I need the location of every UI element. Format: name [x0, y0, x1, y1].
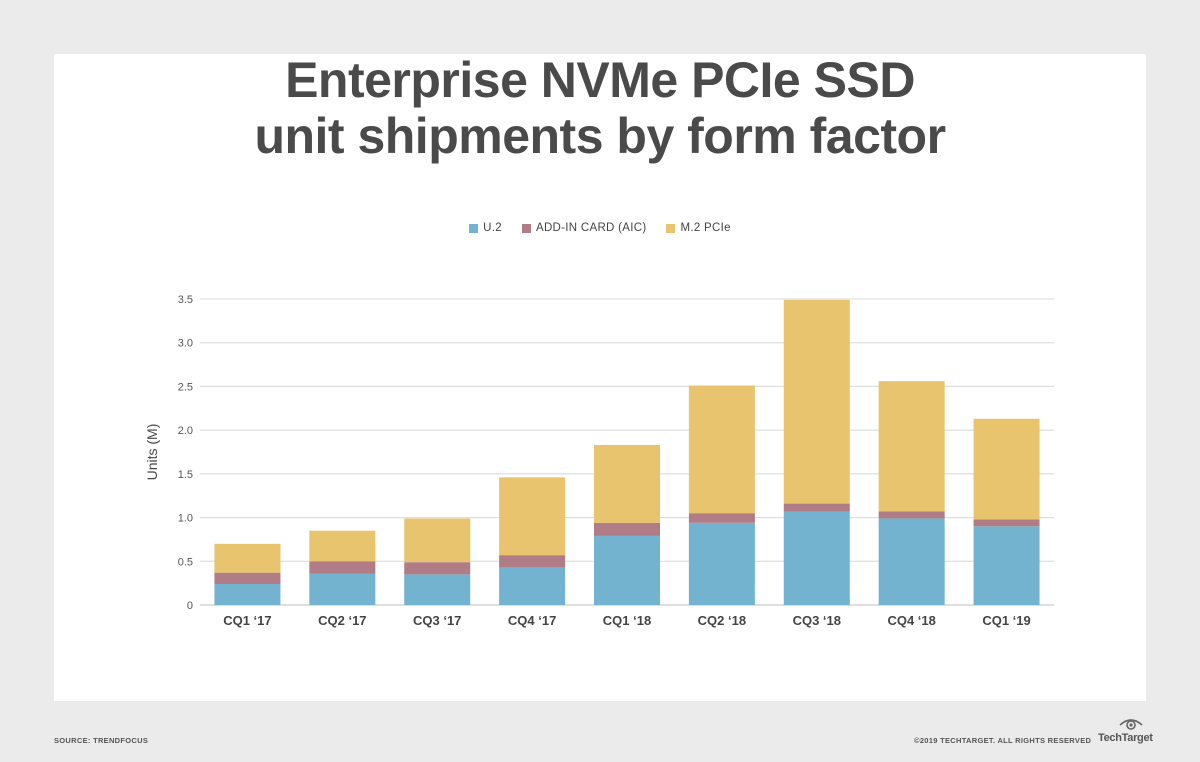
x-tick-label: CQ3 ‘17 — [413, 613, 461, 628]
y-tick-label: 1.0 — [178, 513, 193, 525]
legend-label-aic: ADD-IN CARD (AIC) — [535, 222, 647, 234]
bar-segment-m2 — [878, 381, 945, 512]
bar-segment-aic — [688, 513, 755, 523]
x-tick-label: CQ1 ‘19 — [982, 613, 1030, 628]
x-tick-label: CQ2 ‘17 — [318, 613, 366, 628]
bar-segment-m2 — [688, 385, 755, 514]
bar-segment-u2 — [783, 511, 850, 605]
bar-segment-aic — [404, 562, 471, 575]
source-note: SOURCE: TRENDFOCUS — [54, 736, 149, 745]
bar-segment-aic — [973, 519, 1040, 527]
bar-segment-u2 — [499, 567, 566, 605]
bar-segment-aic — [214, 572, 281, 585]
bar-segment-u2 — [404, 574, 471, 605]
x-tick-labels: CQ1 ‘17 CQ2 ‘17 CQ3 ‘17 CQ4 ‘17 CQ1 ‘18 CQ2 ‘… — [223, 613, 1031, 628]
brand-logo-text: TechTarget — [1098, 732, 1153, 744]
y-tick-label: 3.0 — [178, 338, 193, 350]
x-tick-label: CQ4 ‘18 — [887, 613, 935, 628]
legend-item-m2: M.2 PCIe — [666, 222, 731, 234]
y-axis-label: Units (M) — [144, 424, 160, 481]
bar-segment-aic — [594, 522, 660, 536]
y-tick-label: 2.5 — [178, 381, 193, 393]
legend-item-aic: ADD-IN CARD (AIC) — [521, 222, 647, 234]
legend-swatch-m2 — [666, 223, 676, 233]
legend-swatch-aic — [521, 223, 531, 233]
title-line-1: Enterprise NVMe PCIe SSD — [285, 52, 915, 108]
y-tick-label: 0.5 — [178, 556, 193, 568]
bar-segment-m2 — [309, 530, 376, 562]
bar-segment-aic — [309, 561, 376, 574]
x-tick-label: CQ4 ‘17 — [508, 613, 556, 628]
y-tick-label: 0 — [187, 600, 193, 612]
x-tick-label: CQ2 ‘18 — [698, 613, 746, 628]
x-tick-label: CQ3 ‘18 — [793, 613, 841, 628]
bar-segment-m2 — [499, 477, 566, 556]
legend-item-u2: U.2 — [469, 222, 502, 234]
bar-segment-m2 — [404, 518, 471, 563]
y-tick-labels: 0 0.5 1.0 1.5 2.0 2.5 3.0 3.5 — [178, 294, 193, 612]
legend-label-u2: U.2 — [483, 222, 502, 234]
bar-segment-u2 — [973, 526, 1040, 605]
bar-segment-m2 — [973, 418, 1040, 520]
bar-segment-aic — [783, 503, 850, 512]
x-tick-label: CQ1 ‘17 — [223, 613, 271, 628]
techtarget-eye-icon — [1119, 719, 1143, 730]
title-line-2: unit shipments by form factor — [254, 108, 946, 164]
y-tick-label: 2.0 — [178, 425, 193, 437]
legend-label-m2: M.2 PCIe — [680, 222, 731, 234]
copyright-note: ©2019 TECHTARGET. ALL RIGHTS RESERVED — [914, 736, 1092, 745]
bar-segment-m2 — [783, 299, 850, 504]
bar-segment-u2 — [688, 522, 755, 605]
chart-title: Enterprise NVMe PCIe SSD unit shipments … — [0, 52, 1200, 164]
legend: U.2 ADD-IN CARD (AIC) M.2 PCIe — [0, 222, 1200, 234]
bar-segment-u2 — [594, 535, 660, 605]
bar-segment-u2 — [214, 584, 281, 605]
y-tick-label: 1.5 — [178, 469, 193, 481]
bar-segment-m2 — [214, 543, 281, 573]
bar-layer — [214, 299, 1040, 605]
bar-segment-aic — [878, 511, 945, 519]
x-tick-label: CQ1 ‘18 — [603, 613, 651, 628]
bar-segment-m2 — [594, 445, 660, 523]
y-tick-label: 3.5 — [178, 294, 193, 306]
bar-segment-u2 — [878, 518, 945, 605]
legend-swatch-u2 — [469, 223, 479, 233]
bar-segment-u2 — [309, 573, 376, 605]
bar-segment-aic — [499, 555, 566, 568]
